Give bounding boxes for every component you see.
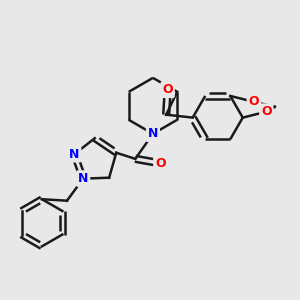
Text: O: O <box>162 83 173 96</box>
Text: N: N <box>78 172 88 185</box>
Text: O: O <box>248 95 259 108</box>
Text: O: O <box>155 157 166 170</box>
Text: N: N <box>148 127 158 140</box>
Text: O: O <box>261 105 272 118</box>
Text: N: N <box>69 148 80 161</box>
